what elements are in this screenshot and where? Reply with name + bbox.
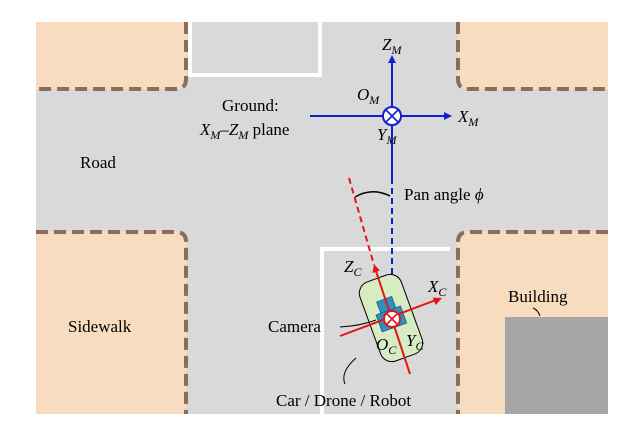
camera-leader-line: [339, 319, 377, 328]
sidewalk-top-right: [458, 22, 608, 89]
lane-marking-bottom: [320, 247, 450, 414]
pan-angle-label: Pan angle ϕ: [404, 185, 484, 204]
sidewalk-bottom-right-border: [456, 230, 608, 414]
sidewalk-top-left: [36, 22, 186, 89]
sidewalk-label: Sidewalk: [68, 317, 132, 336]
road-label: Road: [80, 153, 116, 172]
camera-y-label: YC: [406, 331, 424, 353]
camera-x-label: XC: [427, 277, 447, 299]
sidewalk-bottom-left-border: [36, 230, 188, 414]
camera-coordinate-frame: ZC XC OC YC: [339, 177, 447, 375]
camera-x-arrowhead: [432, 297, 442, 306]
map-origin-label: OM: [357, 85, 380, 107]
map-x-label: XM: [457, 107, 479, 129]
vehicle-label: Car / Drone / Robot: [276, 391, 411, 410]
camera-origin-cross-2: [386, 313, 398, 325]
map-origin-cross-2: [385, 109, 399, 123]
ground-label-line2: XM–ZM plane: [199, 120, 289, 142]
map-x-arrowhead: [444, 112, 452, 120]
map-z-label: ZM: [382, 35, 402, 57]
pan-angle-indicator: Pan angle ϕ: [354, 185, 484, 204]
building-leader-line: [532, 307, 541, 317]
sidewalk-top-left-border: [36, 22, 188, 91]
camera-origin-label: OC: [376, 335, 397, 357]
camera-label: Camera: [268, 317, 321, 336]
building-label: Building: [508, 287, 568, 306]
map-y-label: YM: [377, 125, 397, 147]
map-z-arrowhead: [388, 55, 396, 63]
building-block: [505, 317, 608, 414]
lane-marking-top: [188, 22, 322, 77]
sidewalk-top-right-border: [456, 22, 608, 91]
vehicle-leader-line: [343, 357, 357, 385]
camera-z-label: ZC: [344, 257, 362, 279]
pan-angle-arc: [354, 191, 391, 198]
sidewalk-bottom-left: [36, 232, 186, 414]
ground-label-line1: Ground:: [222, 96, 279, 115]
camera-z-arrowhead: [372, 264, 380, 273]
camera-z-axis-dashed: [348, 177, 375, 266]
